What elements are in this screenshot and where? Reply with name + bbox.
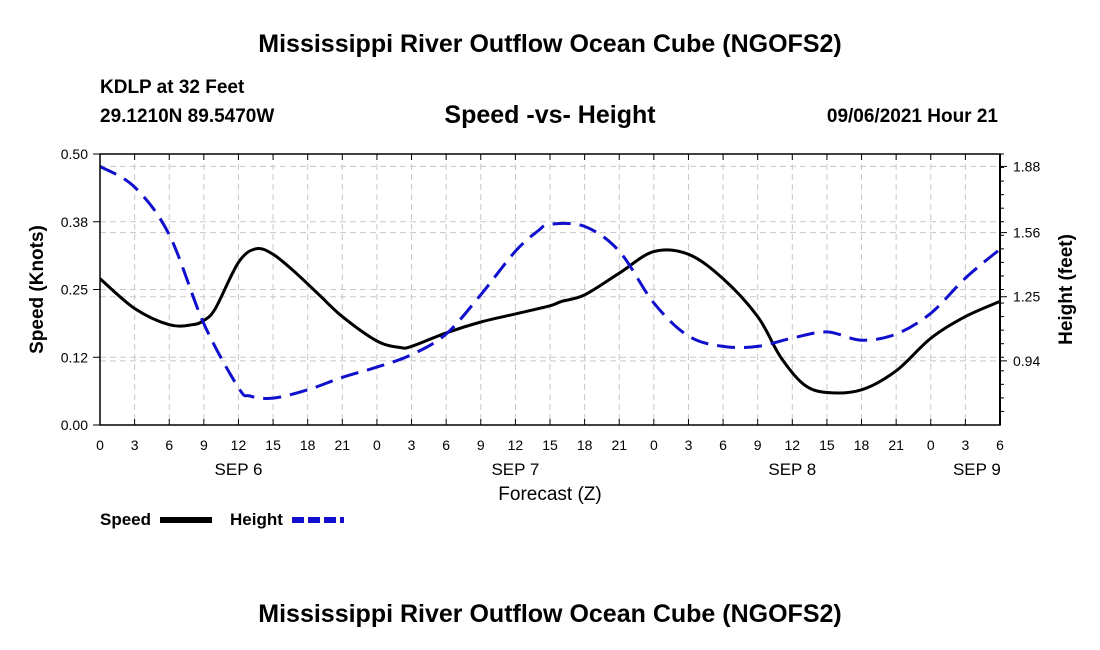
x-tick-label: 3 [685,437,693,453]
y-tick-label: 0.25 [61,282,88,298]
x-tick-label: 3 [131,437,139,453]
x-tick-label: 21 [888,437,904,453]
x-tick-label: 18 [577,437,593,453]
x-tick-label: 12 [508,437,524,453]
footer-title: Mississippi River Outflow Ocean Cube (NG… [258,600,842,628]
series-line-height [100,165,1000,400]
y2-tick-label: 1.88 [1013,158,1040,174]
y-tick-label: 0.00 [61,417,88,433]
x-tick-label: 6 [996,437,1004,453]
y-tick-label: 0.50 [61,146,88,162]
forecast-datetime: 09/06/2021 Hour 21 [826,106,998,127]
x-tick-label: 6 [442,437,450,453]
station-label: KDLP at 32 Feet [100,77,245,98]
coordinates-label: 29.1210N 89.5470W [100,106,275,127]
x-tick-label: 15 [265,437,281,453]
chart-subtitle: Speed -vs- Height [444,101,656,129]
x-tick-label: 15 [542,437,558,453]
y2-tick-label: 0.94 [1013,353,1040,369]
series-line-speed [100,246,1000,395]
y-tick-label: 0.38 [61,214,88,230]
x-tick-label: 3 [961,437,969,453]
x-tick-label: 6 [165,437,173,453]
x-axis-title: Forecast (Z) [498,484,601,505]
legend-label-height: Height [230,510,283,529]
x-tick-label: 3 [408,437,416,453]
y2-tick-label: 1.25 [1013,289,1040,305]
x-tick-label: 21 [335,437,351,453]
legend-label-speed: Speed [100,510,151,529]
x-tick-label: 9 [200,437,208,453]
chart-main-title: Mississippi River Outflow Ocean Cube (NG… [258,30,842,58]
x-tick-label: 0 [650,437,658,453]
x-tick-label: 9 [754,437,762,453]
date-label: SEP 9 [953,460,1001,479]
y-tick-label: 0.12 [61,349,88,365]
x-tick-label: 15 [819,437,835,453]
x-tick-label: 21 [611,437,627,453]
y2-tick-label: 1.56 [1013,225,1040,241]
y-axis-title: Speed (Knots) [27,225,48,354]
x-tick-label: 0 [96,437,104,453]
x-tick-label: 12 [231,437,247,453]
x-tick-label: 18 [854,437,870,453]
x-tick-label: 9 [477,437,485,453]
date-label: SEP 6 [215,460,263,479]
date-label: SEP 8 [768,460,816,479]
x-tick-label: 12 [785,437,801,453]
x-tick-label: 0 [373,437,381,453]
x-tick-label: 6 [719,437,727,453]
y2-axis-title: Height (feet) [1056,234,1077,345]
x-tick-label: 0 [927,437,935,453]
date-label: SEP 7 [491,460,539,479]
x-tick-label: 18 [300,437,316,453]
